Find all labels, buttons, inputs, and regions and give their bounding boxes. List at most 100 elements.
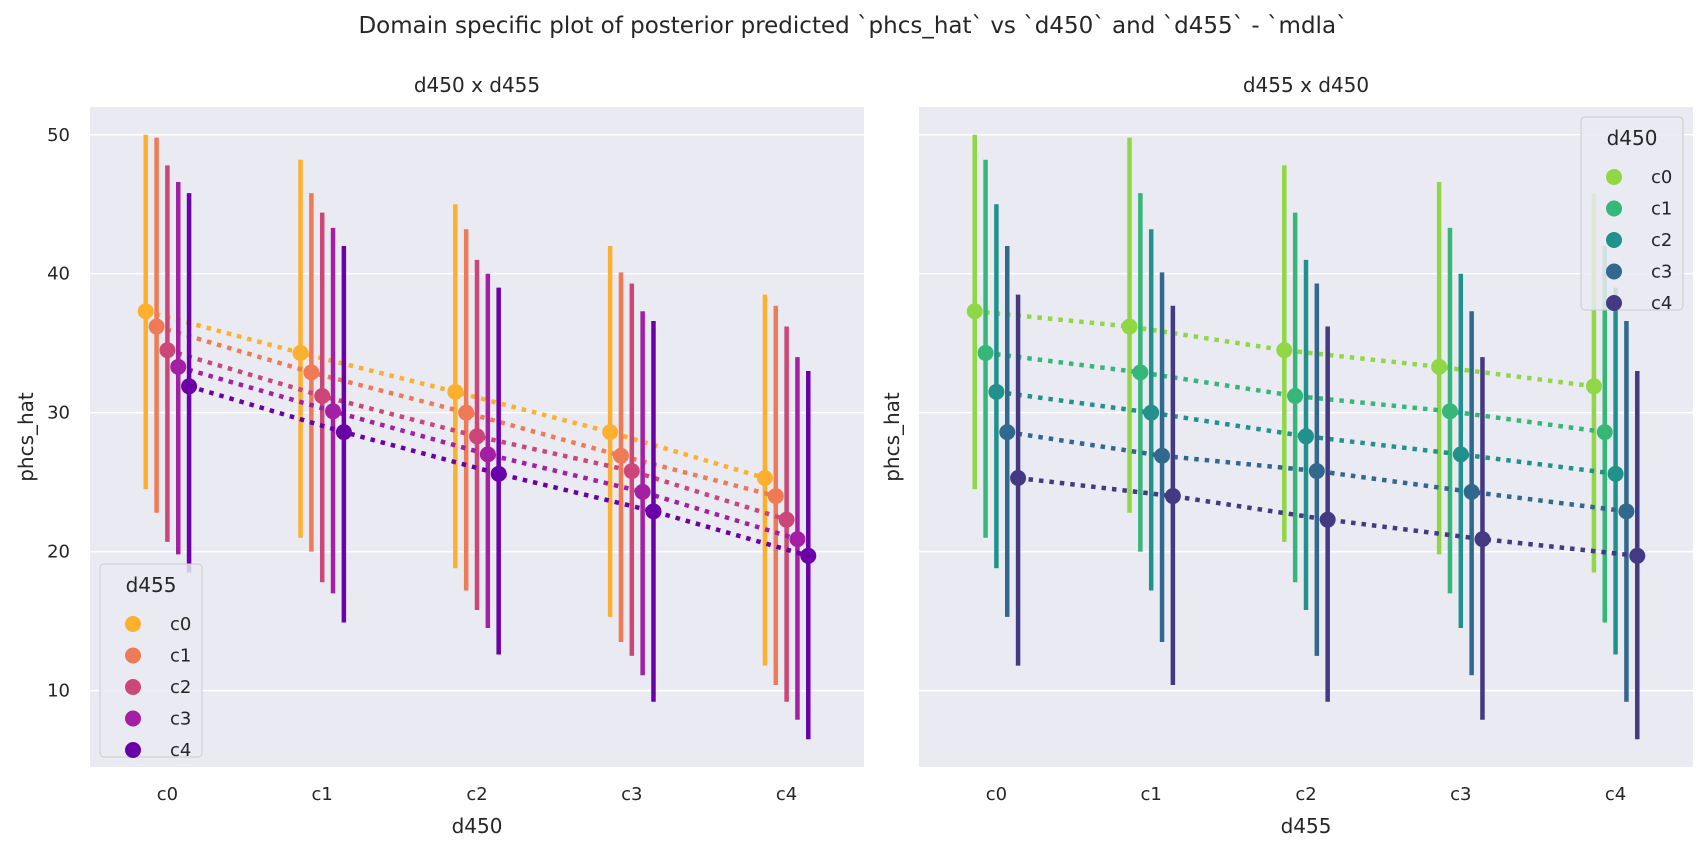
legend-label: c2 [1651, 230, 1672, 251]
data-point [1585, 378, 1602, 395]
y-axis-label: phcs_hat [14, 392, 38, 482]
series-c1 [148, 137, 784, 686]
y-axis-label: phcs_hat [880, 392, 904, 482]
data-point [335, 424, 352, 441]
data-point [148, 318, 165, 335]
series-line [177, 364, 799, 542]
legend-marker [125, 710, 141, 727]
series-c2 [159, 165, 795, 702]
subplot-title: d455 x d450 [1243, 73, 1369, 97]
legend-box [1580, 116, 1684, 311]
data-point [1618, 503, 1635, 520]
data-point [634, 483, 651, 500]
x-tick-label: c1 [1141, 784, 1162, 805]
data-point [1298, 428, 1314, 445]
x-tick-label: c3 [621, 784, 642, 805]
y-tick-label: 50 [47, 125, 70, 146]
legend-marker [1606, 263, 1622, 280]
series-c1 [977, 159, 1613, 623]
data-point [612, 447, 629, 464]
series-c0 [137, 134, 773, 666]
data-point [778, 511, 795, 528]
data-point [645, 503, 662, 520]
series-line [155, 324, 777, 499]
series-c2 [988, 204, 1624, 655]
x-tick-label: c0 [986, 784, 1007, 805]
data-point [1154, 447, 1171, 464]
x-axis-label: d450 [452, 814, 503, 838]
legend-label: c0 [170, 614, 191, 635]
data-point [1276, 342, 1293, 359]
right-subplot: c0 c1 c2 c3 c4 d455 phcs_hat d455 x d450 d450 c0 c… [880, 73, 1693, 838]
series-c3 [170, 182, 806, 720]
data-point [469, 428, 485, 445]
x-tick-label: c0 [157, 784, 178, 805]
y-tick-label: 40 [47, 264, 70, 285]
x-tick-label: c1 [312, 784, 333, 805]
legend-marker [125, 616, 141, 632]
legend-marker [125, 679, 141, 695]
y-tick-label: 30 [47, 403, 70, 424]
data-point [1164, 488, 1181, 505]
series-line [145, 309, 766, 481]
series-line [188, 384, 809, 558]
data-point [789, 531, 806, 548]
data-point [1441, 403, 1458, 420]
data-point [988, 383, 1005, 400]
legend-marker [1606, 169, 1622, 185]
left-subplot: 10 20 30 40 50 c0 c1 c2 c3 c4 d450 phcs_hat d450 x d… [14, 73, 864, 838]
y-tick-label: 10 [47, 681, 70, 702]
legend-label: c4 [170, 740, 191, 761]
data-point [977, 344, 994, 361]
data-point [181, 378, 198, 395]
legend-title: d450 [1607, 126, 1658, 150]
legend-label: c0 [1651, 167, 1672, 188]
data-point [479, 446, 496, 463]
data-point [303, 364, 320, 381]
data-point [1010, 469, 1027, 486]
data-point [800, 547, 817, 564]
data-point [490, 465, 507, 482]
data-point [1132, 364, 1149, 381]
data-point [137, 303, 154, 320]
x-tick-label: c3 [1450, 784, 1471, 805]
legend-label: c1 [170, 646, 191, 667]
data-point [1596, 424, 1613, 441]
legend-label: c3 [170, 709, 191, 730]
data-point [602, 424, 619, 441]
legend-marker [125, 647, 141, 664]
legend-title: d455 [126, 573, 177, 597]
legend-marker [125, 742, 141, 758]
data-point [1287, 388, 1304, 405]
legend-marker [1606, 200, 1622, 217]
legend: d450 c0 c1 c2 c3 c4 [1580, 116, 1684, 314]
data-point [1431, 358, 1448, 375]
data-point [1319, 511, 1336, 528]
data-point [623, 463, 640, 480]
data-point [999, 424, 1016, 441]
data-point [447, 383, 464, 400]
x-tick-label: c4 [776, 784, 797, 805]
data-point [966, 303, 983, 320]
series-c4 [1010, 294, 1646, 740]
subplot-title: d450 x d455 [414, 73, 540, 97]
data-point [1308, 463, 1325, 480]
data-point [1607, 465, 1624, 482]
data-point [292, 344, 309, 361]
data-point [314, 388, 331, 405]
data-point [1463, 483, 1480, 500]
x-axis-label: d455 [1281, 814, 1332, 838]
legend-marker [1606, 295, 1622, 311]
data-point [159, 342, 176, 359]
x-tick-label: c2 [1295, 784, 1316, 805]
data-point [756, 469, 773, 486]
series-line [166, 348, 788, 522]
legend-box [99, 563, 203, 758]
data-point [1629, 547, 1646, 564]
data-point [767, 488, 784, 505]
series-c3 [999, 245, 1635, 702]
legend-label: c4 [1651, 293, 1672, 314]
legend-label: c3 [1651, 262, 1672, 283]
data-point [1452, 446, 1469, 463]
